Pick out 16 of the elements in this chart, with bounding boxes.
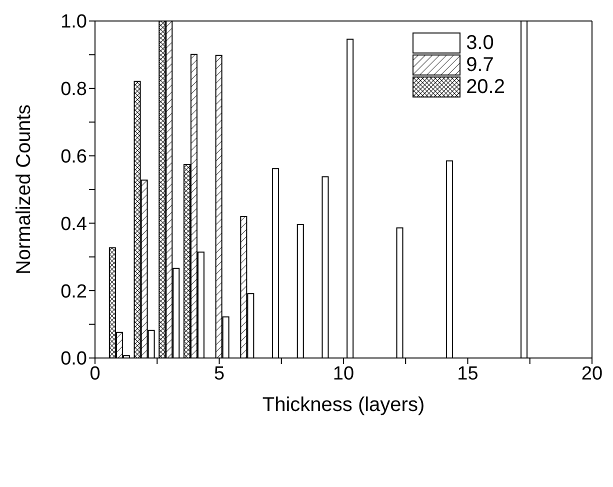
x-tick-label: 15	[457, 363, 478, 384]
x-tick-label: 20	[581, 363, 603, 384]
y-tick-label: 0.2	[60, 281, 87, 302]
legend-label: 20.2	[466, 76, 505, 98]
y-tick-label: 0.6	[60, 146, 87, 168]
y-axis-title: Normalized Counts	[13, 104, 36, 275]
y-tick-label: 0.0	[60, 348, 87, 370]
legend-label: 3.0	[466, 32, 494, 54]
x-tick-label: 10	[332, 363, 354, 384]
y-tick-label: 0.4	[60, 214, 88, 235]
y-tick-label: 1.0	[60, 12, 87, 33]
y-tick-label: 0.8	[60, 79, 87, 100]
x-tick-label: 5	[214, 363, 225, 384]
x-axis-title: Thickness (layers)	[262, 394, 425, 416]
legend-label: 9.7	[466, 54, 494, 76]
x-tick-label: 0	[90, 363, 100, 384]
